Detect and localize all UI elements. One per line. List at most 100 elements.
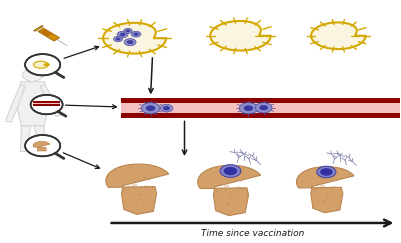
Circle shape — [113, 36, 123, 42]
Circle shape — [253, 108, 257, 110]
Polygon shape — [106, 164, 169, 214]
Ellipse shape — [134, 181, 137, 183]
Ellipse shape — [133, 202, 136, 203]
Ellipse shape — [136, 202, 138, 204]
Ellipse shape — [219, 193, 222, 195]
Ellipse shape — [128, 186, 131, 188]
Ellipse shape — [143, 202, 146, 204]
Ellipse shape — [128, 203, 131, 205]
Ellipse shape — [138, 194, 141, 196]
Ellipse shape — [325, 194, 328, 196]
Ellipse shape — [215, 190, 219, 192]
Ellipse shape — [320, 185, 323, 187]
Polygon shape — [40, 85, 61, 117]
Ellipse shape — [312, 189, 316, 191]
Ellipse shape — [147, 185, 150, 188]
Text: Time since vaccination: Time since vaccination — [201, 229, 304, 238]
Polygon shape — [38, 28, 60, 41]
Ellipse shape — [220, 187, 223, 189]
Ellipse shape — [130, 166, 133, 169]
Ellipse shape — [322, 182, 324, 184]
Ellipse shape — [124, 189, 126, 191]
Circle shape — [320, 168, 332, 176]
Circle shape — [220, 165, 241, 177]
Polygon shape — [34, 26, 43, 31]
Ellipse shape — [316, 173, 319, 175]
Circle shape — [117, 31, 128, 38]
Ellipse shape — [330, 178, 333, 180]
Ellipse shape — [240, 179, 243, 182]
Ellipse shape — [225, 178, 227, 180]
Ellipse shape — [124, 189, 127, 191]
Ellipse shape — [148, 178, 151, 181]
Polygon shape — [33, 141, 50, 151]
Circle shape — [25, 135, 60, 156]
Circle shape — [25, 54, 60, 75]
Ellipse shape — [34, 61, 48, 68]
Ellipse shape — [312, 189, 315, 191]
Polygon shape — [40, 29, 52, 37]
Circle shape — [30, 95, 63, 114]
Bar — [33, 103, 60, 104]
Circle shape — [255, 103, 272, 113]
Ellipse shape — [321, 201, 324, 203]
Circle shape — [259, 105, 268, 110]
Ellipse shape — [134, 201, 138, 203]
Ellipse shape — [330, 201, 333, 203]
Ellipse shape — [321, 178, 323, 181]
Circle shape — [244, 105, 253, 111]
Circle shape — [252, 106, 255, 108]
Bar — [33, 101, 60, 103]
Ellipse shape — [132, 177, 135, 179]
Circle shape — [124, 38, 136, 46]
Circle shape — [124, 28, 132, 34]
Polygon shape — [210, 21, 271, 51]
Circle shape — [239, 103, 258, 114]
Ellipse shape — [44, 63, 50, 66]
Circle shape — [115, 38, 121, 41]
Polygon shape — [103, 23, 166, 53]
Ellipse shape — [334, 186, 336, 188]
Circle shape — [255, 105, 258, 107]
Circle shape — [317, 166, 336, 178]
Ellipse shape — [322, 185, 325, 187]
Circle shape — [22, 69, 43, 81]
Polygon shape — [18, 82, 48, 126]
Polygon shape — [20, 126, 31, 152]
Ellipse shape — [331, 186, 334, 188]
Ellipse shape — [231, 200, 234, 201]
Bar — [33, 104, 60, 106]
Ellipse shape — [326, 193, 329, 195]
Ellipse shape — [236, 186, 239, 189]
Ellipse shape — [132, 184, 135, 187]
Ellipse shape — [225, 203, 229, 205]
Polygon shape — [311, 22, 366, 49]
Ellipse shape — [315, 192, 318, 194]
Ellipse shape — [229, 195, 233, 197]
Circle shape — [127, 40, 134, 44]
Ellipse shape — [335, 180, 337, 182]
Ellipse shape — [317, 186, 319, 189]
Ellipse shape — [324, 201, 326, 203]
Polygon shape — [34, 126, 45, 152]
Ellipse shape — [225, 182, 229, 184]
Ellipse shape — [226, 202, 230, 204]
Circle shape — [224, 167, 237, 175]
Circle shape — [131, 31, 141, 37]
Bar — [121, 98, 400, 119]
Ellipse shape — [224, 185, 227, 188]
Ellipse shape — [235, 178, 238, 180]
Ellipse shape — [226, 185, 229, 187]
Ellipse shape — [239, 187, 241, 189]
Ellipse shape — [139, 192, 142, 195]
Ellipse shape — [139, 198, 142, 200]
Ellipse shape — [317, 202, 320, 204]
Ellipse shape — [143, 177, 146, 179]
Ellipse shape — [220, 204, 223, 207]
Circle shape — [160, 104, 173, 112]
Ellipse shape — [126, 192, 130, 194]
Circle shape — [134, 33, 139, 36]
Polygon shape — [296, 167, 354, 213]
Ellipse shape — [326, 198, 330, 200]
Ellipse shape — [322, 200, 326, 202]
